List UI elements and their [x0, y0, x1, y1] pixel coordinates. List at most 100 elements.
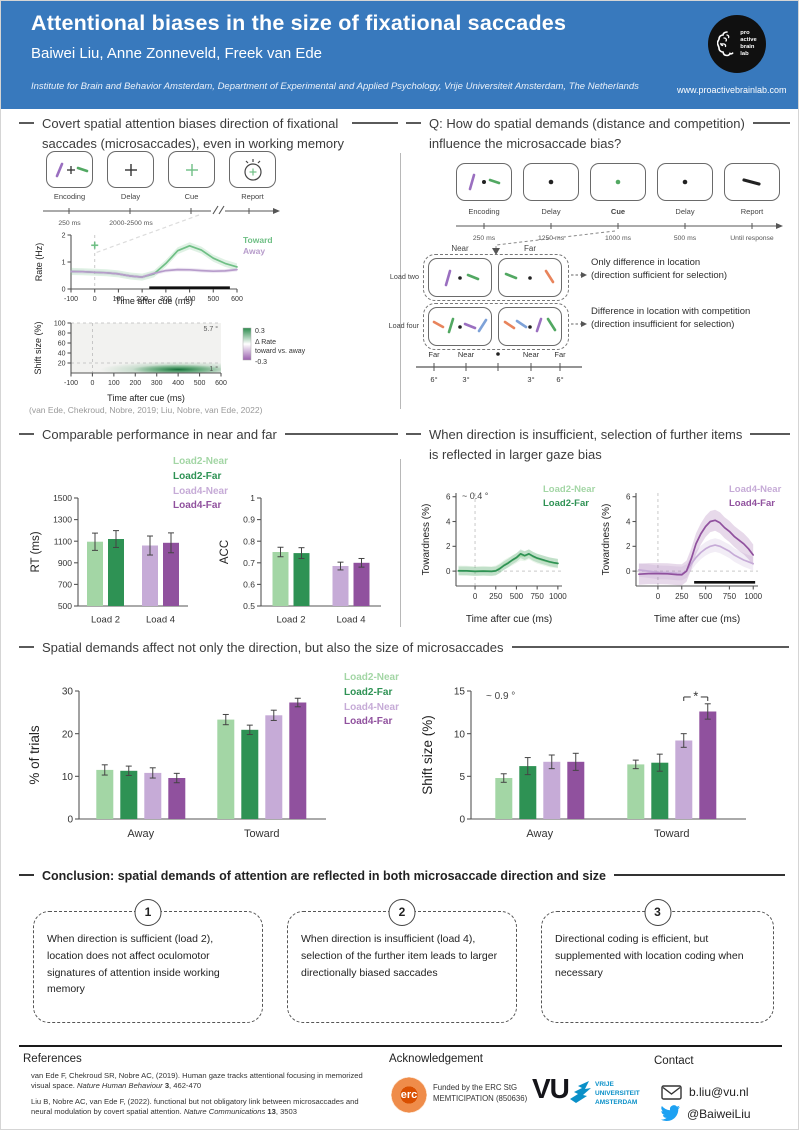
load2-legend: Load2-Near Load2-Far [543, 483, 595, 512]
task2-step-label: Delay [541, 207, 561, 216]
website-url: www.proactivebrainlab.com [677, 85, 787, 95]
vu-logo-text: VRIJE UNIVERSITEIT AMSTERDAM [595, 1081, 640, 1106]
svg-text:80: 80 [58, 331, 66, 338]
section-heading-size: Spatial demands affect not only the dire… [19, 638, 789, 658]
svg-text:700: 700 [58, 579, 72, 589]
svg-text:750: 750 [530, 592, 544, 601]
brain-icon [717, 31, 734, 57]
task1-paradigm: Encoding Delay Cue Report 250 ms 2000-25… [41, 151, 286, 233]
svg-text:0.3: 0.3 [255, 328, 265, 335]
svg-text:0: 0 [90, 380, 94, 387]
vu-griffin-icon [570, 1081, 591, 1103]
task1-step-time: 2000-2500 ms [109, 220, 153, 227]
svg-text:100: 100 [108, 380, 120, 387]
shift-size-heatmap: 20 40 60 80 100 -100 0 100 200 300 400 500 600 5.7 ° 1… [31, 315, 333, 408]
svg-text:~ 0.4 °: ~ 0.4 ° [462, 491, 489, 501]
svg-text:60: 60 [58, 341, 66, 348]
load-two-row [423, 254, 569, 301]
svg-text:10: 10 [62, 772, 74, 783]
svg-text:900: 900 [58, 558, 72, 568]
svg-text:toward vs. away: toward vs. away [255, 348, 306, 355]
task2-step-time: 500 ms [673, 235, 697, 242]
task2-paradigm: Encoding Delay Cue Delay Report 250 ms 1… [456, 163, 788, 249]
svg-text:*: * [693, 688, 698, 703]
legend-load4-near: Load4-Near [729, 484, 782, 495]
task2-step-time: Until response [730, 235, 774, 242]
task1-step-label: Encoding [53, 192, 86, 201]
conclusion-box-1: 1 When direction is sufficient (load 2),… [33, 899, 263, 1023]
svg-text:-100: -100 [64, 296, 78, 303]
lab-logo: pro active brain lab [708, 15, 766, 73]
svg-text:0: 0 [62, 287, 66, 294]
svg-text:Toward: Toward [654, 828, 689, 840]
svg-text:RT (ms): RT (ms) [30, 531, 42, 572]
task2-step-label: Report [740, 207, 764, 216]
svg-text:2: 2 [62, 233, 66, 240]
grid-column-near: Near [451, 244, 469, 253]
svg-text:Time after cue (ms): Time after cue (ms) [107, 393, 185, 403]
svg-text:Δ Rate: Δ Rate [255, 339, 276, 346]
svg-text:20: 20 [58, 361, 66, 368]
svg-text:400: 400 [172, 380, 184, 387]
svg-text:1: 1 [250, 493, 255, 503]
affiliation: Institute for Brain and Behavior Amsterd… [31, 81, 639, 92]
svg-text:20: 20 [62, 729, 74, 740]
conclusion-box-3: 3 Directional coding is efficient, but s… [541, 899, 774, 1023]
svg-text:~ 0.9 °: ~ 0.9 ° [486, 691, 515, 702]
svg-text:250: 250 [489, 592, 503, 601]
svg-text:0: 0 [446, 567, 451, 576]
svg-text:4: 4 [446, 517, 451, 526]
svg-text:ACC: ACC [219, 540, 231, 564]
load-four-arrow [571, 321, 587, 327]
task2-timeline-arrow [456, 223, 783, 229]
svg-text:15: 15 [454, 687, 466, 698]
task1-step-label: Delay [120, 192, 141, 201]
load-four-far-display [498, 307, 562, 346]
black-dot-icon [682, 179, 688, 185]
task2-step-label: Cue [610, 207, 626, 216]
svg-text:0: 0 [93, 296, 97, 303]
column-divider-row1 [400, 153, 401, 409]
svg-text:30: 30 [62, 687, 74, 698]
load-two-label: Load two [389, 272, 419, 281]
svg-text:Toward: Toward [244, 828, 279, 840]
svg-text:300: 300 [160, 296, 172, 303]
load-four-near-display [428, 307, 492, 346]
citation: (van Ede, Chekroud, Nobre, 2019; Liu, No… [29, 405, 263, 415]
svg-text:0.6: 0.6 [243, 579, 255, 589]
svg-text:0: 0 [67, 815, 73, 826]
acknowledgement-title: Acknowledgement [389, 1053, 483, 1065]
svg-text:Toward: Toward [243, 235, 273, 245]
svg-text:4: 4 [626, 517, 631, 526]
purple-bar-fixation-green-bar-icon [55, 162, 88, 177]
conclusion-number-3: 3 [644, 899, 671, 926]
svg-text:1000: 1000 [549, 592, 567, 601]
svg-text:Load 2: Load 2 [276, 615, 305, 626]
svg-text:200: 200 [129, 380, 141, 387]
section-heading-performance: Comparable performance in near and far [19, 425, 398, 445]
svg-text:Far: Far [554, 350, 566, 359]
svg-text:Near: Near [523, 350, 540, 359]
task2-step-label: Delay [675, 207, 695, 216]
svg-text:0: 0 [459, 815, 465, 826]
task1-delay-screen [107, 151, 154, 188]
task2-step-time: 250 ms [472, 235, 496, 242]
conclusion-text-3: Directional coding is efficient, but sup… [555, 933, 744, 979]
conclusion-text-2: When direction is insufficient (load 4),… [301, 933, 498, 979]
load-two-near-stimuli-icon [444, 269, 480, 286]
svg-text:5.7 °: 5.7 ° [204, 325, 219, 333]
reference-2: Liu B, Nobre AC, van Ede F, (2022). func… [31, 1097, 359, 1117]
svg-text:1: 1 [62, 260, 66, 267]
conclusion-box-2: 2 When direction is insufficient (load 4… [287, 899, 517, 1023]
svg-text:6°: 6° [556, 375, 563, 384]
task1-step-label: Cue [184, 192, 199, 201]
svg-text:0.9: 0.9 [243, 515, 255, 525]
task2-step-time: 1000 ms [604, 235, 632, 242]
svg-text:0: 0 [656, 592, 661, 601]
fixation-cross-icon [124, 163, 137, 176]
svg-text:Towardness (%): Towardness (%) [421, 504, 432, 576]
load-two-near-display [428, 258, 492, 297]
svg-text:100: 100 [113, 296, 125, 303]
svg-text:-100: -100 [64, 380, 78, 387]
